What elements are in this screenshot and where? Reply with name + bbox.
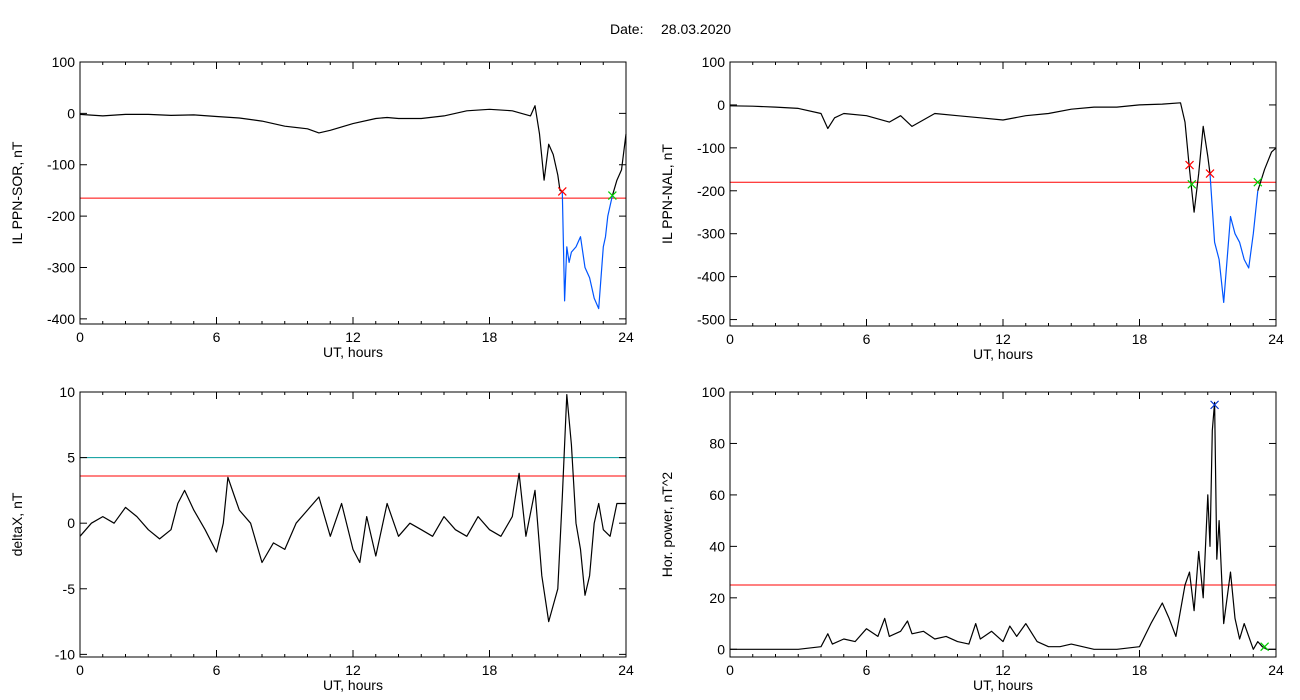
- x-tick-label: 0: [76, 662, 84, 678]
- panel-il-ppn-sor: 0 6 12 18 24 100 0 -100 -200 -300 -400 UT, hours IL …: [9, 54, 634, 360]
- x-tick-label: 6: [863, 662, 871, 678]
- series-line-0: [79, 105, 563, 193]
- y-tick-label: 0: [67, 105, 75, 121]
- y-tick-label: -5: [63, 581, 76, 597]
- y-tick-label: -300: [697, 226, 725, 242]
- marker-cross-2: [1187, 179, 1197, 189]
- marker-cross-1: [1205, 169, 1215, 179]
- marker-cross-1: [1260, 642, 1270, 652]
- x-tick-label: 6: [213, 662, 221, 678]
- y-axis-label: IL PPN-SOR, nT: [9, 141, 25, 244]
- y-tick-label: -200: [697, 183, 725, 199]
- panel-deltax: 0 6 12 18 24 10 5 0 -5 -10 UT, hours deltaX, nT: [9, 384, 634, 693]
- y-tick-label: 100: [52, 54, 76, 70]
- axes-frame: [79, 61, 627, 325]
- series-line-0: [79, 394, 626, 623]
- x-tick-label: 0: [726, 331, 734, 347]
- series-line-1: [1209, 173, 1259, 303]
- marker-cross-1: [607, 191, 617, 200]
- y-tick-label: 20: [709, 590, 725, 606]
- x-tick-label: 12: [995, 331, 1011, 347]
- x-tick-label: 12: [345, 662, 361, 678]
- y-tick-label: 10: [59, 384, 75, 400]
- marker-cross-0: [1210, 400, 1219, 410]
- y-tick-label: 0: [717, 97, 725, 113]
- y-tick-label: 5: [67, 450, 75, 466]
- y-tick-label: 100: [702, 384, 726, 400]
- y-axis-label: Hor. power, nT^2: [659, 472, 675, 578]
- marker-cross-3: [1253, 177, 1263, 187]
- panel-il-ppn-nal: 0 6 12 18 24 100 0 -100 -200 -300 -400 -500 UT, hour…: [659, 54, 1284, 362]
- y-tick-label: -10: [55, 646, 75, 662]
- x-axis-label: UT, hours: [973, 346, 1033, 362]
- title-date: 28.03.2020: [661, 21, 731, 37]
- x-axis-label: UT, hours: [323, 344, 383, 360]
- x-tick-label: 12: [995, 662, 1011, 678]
- marker-stroke: [607, 191, 617, 200]
- y-tick-label: -400: [47, 311, 75, 327]
- series-line-1: [561, 191, 613, 310]
- marker-stroke: [1205, 169, 1215, 179]
- x-tick-label: 12: [345, 329, 361, 345]
- marker-stroke: [1253, 177, 1263, 187]
- x-tick-label: 18: [1132, 331, 1148, 347]
- x-axis-label: UT, hours: [323, 677, 383, 693]
- x-tick-label: 0: [726, 662, 734, 678]
- x-tick-label: 24: [1268, 331, 1284, 347]
- y-tick-label: -100: [47, 157, 75, 173]
- x-tick-label: 24: [1268, 662, 1284, 678]
- figure-title: Date: 28.03.2020: [610, 21, 731, 37]
- y-tick-label: 80: [709, 435, 725, 451]
- y-axis-label: deltaX, nT: [9, 492, 25, 556]
- axes-frame: [79, 391, 627, 658]
- y-tick-label: -400: [697, 269, 725, 285]
- y-tick-label: -300: [47, 259, 75, 275]
- y-axis-label: IL PPN-NAL, nT: [659, 144, 675, 244]
- x-tick-label: 24: [618, 662, 634, 678]
- marker-stroke: [557, 187, 567, 196]
- axes-frame: [729, 391, 1277, 658]
- y-tick-label: 40: [709, 538, 725, 554]
- marker-cross-0: [1185, 160, 1194, 170]
- y-tick-label: -100: [697, 140, 725, 156]
- x-tick-label: 24: [618, 329, 634, 345]
- panel-hor-power: 0 6 12 18 24 100 80 60 40 20 0 UT, hours Hor. power,…: [659, 384, 1284, 693]
- x-tick-label: 18: [1132, 662, 1148, 678]
- marker-stroke: [1260, 642, 1270, 652]
- series-line-2: [1257, 147, 1277, 191]
- y-tick-label: -200: [47, 208, 75, 224]
- y-tick-label: -500: [697, 312, 725, 328]
- axes-frame: [729, 61, 1277, 327]
- marker-stroke: [1185, 160, 1194, 170]
- x-tick-label: 18: [482, 662, 498, 678]
- y-tick-label: 0: [717, 641, 725, 657]
- x-axis-label: UT, hours: [973, 677, 1033, 693]
- series-line-0: [730, 401, 1276, 650]
- series-line-2: [611, 133, 627, 196]
- x-tick-label: 6: [863, 331, 871, 347]
- x-tick-label: 0: [76, 329, 84, 345]
- y-tick-label: 0: [67, 515, 75, 531]
- x-tick-label: 18: [482, 329, 498, 345]
- title-label: Date:: [610, 21, 643, 37]
- x-tick-label: 6: [213, 329, 221, 345]
- marker-cross-0: [557, 187, 567, 196]
- y-tick-label: 60: [709, 487, 725, 503]
- series-line-0: [729, 102, 1211, 213]
- y-tick-label: 100: [702, 54, 726, 70]
- marker-stroke: [1210, 400, 1219, 410]
- marker-stroke: [1187, 179, 1197, 189]
